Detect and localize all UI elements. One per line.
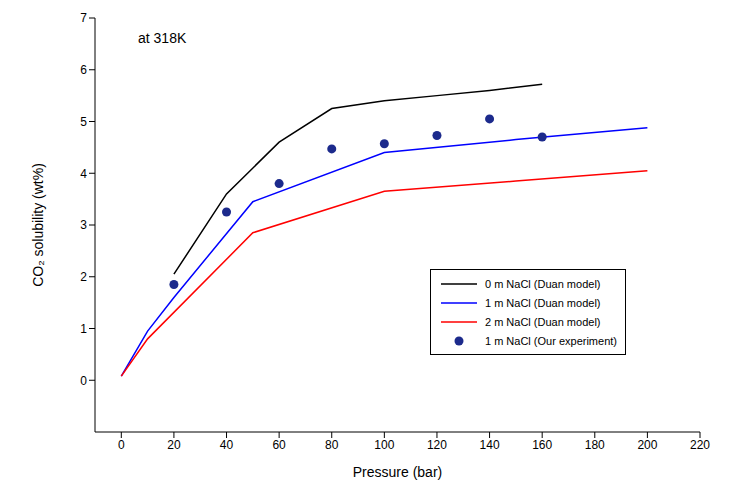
html-text:1 m NaCl (Our experiment): 1 m NaCl (Our experiment) bbox=[485, 334, 617, 347]
svg-text:40: 40 bbox=[220, 438, 234, 452]
svg-text:100: 100 bbox=[374, 438, 394, 452]
svg-text:CO₂ solubility (wt%): CO₂ solubility (wt%) bbox=[30, 163, 46, 287]
svg-text:5: 5 bbox=[80, 115, 87, 129]
html-text:1 m NaCl (Duan model): 1 m NaCl (Duan model) bbox=[485, 296, 601, 309]
svg-text:7: 7 bbox=[80, 11, 87, 25]
svg-text:220: 220 bbox=[690, 438, 710, 452]
svg-text:140: 140 bbox=[480, 438, 500, 452]
html-text:2 m NaCl (Duan model): 2 m NaCl (Duan model) bbox=[485, 315, 601, 328]
svg-text:80: 80 bbox=[325, 438, 339, 452]
svg-text:2: 2 bbox=[80, 270, 87, 284]
svg-text:0: 0 bbox=[80, 374, 87, 388]
svg-text:1: 1 bbox=[80, 322, 87, 336]
svg-text:0: 0 bbox=[118, 438, 125, 452]
svg-text:160: 160 bbox=[532, 438, 552, 452]
html-text:0 m NaCl (Duan model): 0 m NaCl (Duan model) bbox=[485, 277, 601, 290]
svg-text:Pressure (bar): Pressure (bar) bbox=[353, 464, 442, 480]
svg-text:120: 120 bbox=[427, 438, 447, 452]
svg-text:200: 200 bbox=[637, 438, 657, 452]
svg-text:20: 20 bbox=[167, 438, 181, 452]
svg-text:6: 6 bbox=[80, 63, 87, 77]
svg-text:4: 4 bbox=[80, 167, 87, 181]
svg-text:3: 3 bbox=[80, 218, 87, 232]
svg-text:180: 180 bbox=[585, 438, 605, 452]
html-text:at 318K: at 318K bbox=[138, 30, 187, 46]
svg-text:60: 60 bbox=[272, 438, 286, 452]
